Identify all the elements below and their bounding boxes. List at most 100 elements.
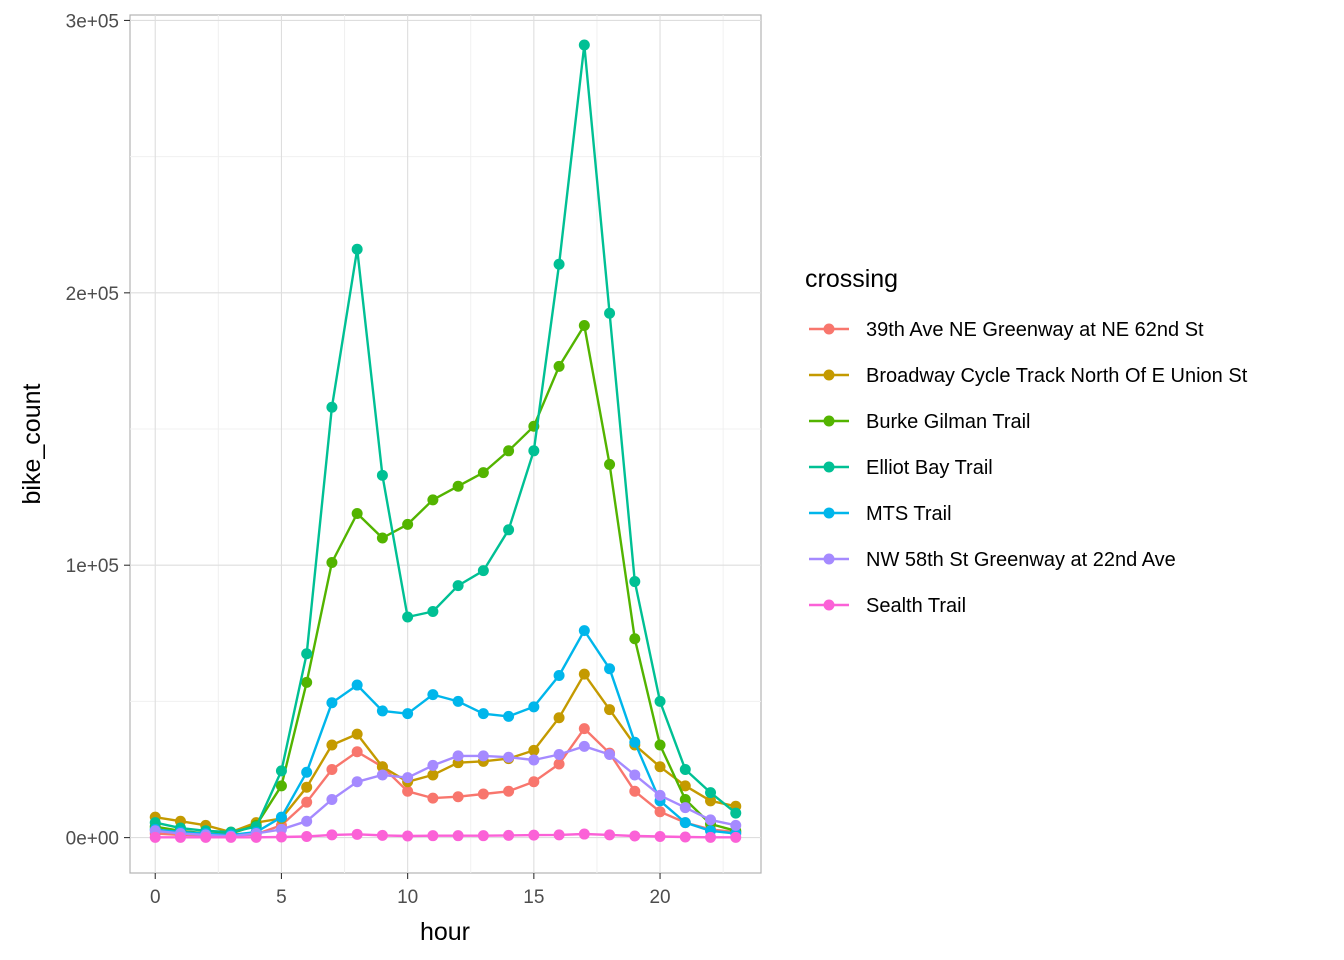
- data-point: [275, 765, 287, 777]
- data-point: [654, 806, 666, 818]
- data-point: [250, 831, 262, 843]
- y-tick-label: 3e+05: [66, 11, 119, 32]
- data-point: [503, 785, 515, 797]
- data-point: [477, 788, 489, 800]
- data-point: [604, 307, 616, 319]
- data-point: [629, 633, 641, 645]
- data-point: [553, 360, 565, 372]
- data-point: [477, 565, 489, 577]
- data-point: [578, 625, 590, 637]
- data-point: [351, 728, 363, 740]
- data-point: [200, 831, 212, 843]
- data-point: [528, 776, 540, 788]
- data-point: [578, 668, 590, 680]
- data-point: [503, 445, 515, 457]
- data-point: [477, 750, 489, 762]
- data-point: [553, 712, 565, 724]
- legend-item: Elliot Bay Trail: [809, 457, 993, 479]
- data-point: [604, 704, 616, 716]
- data-point: [351, 746, 363, 758]
- legend-label: Elliot Bay Trail: [866, 457, 993, 479]
- legend-item: 39th Ave NE Greenway at NE 62nd St: [809, 319, 1204, 341]
- data-point: [351, 243, 363, 255]
- data-point: [528, 744, 540, 756]
- data-point: [326, 829, 338, 841]
- data-point: [629, 769, 641, 781]
- data-point: [705, 814, 717, 826]
- y-tick-label: 1e+05: [66, 556, 119, 577]
- data-point: [225, 831, 237, 843]
- legend-label: 39th Ave NE Greenway at NE 62nd St: [866, 319, 1204, 341]
- data-point: [376, 705, 388, 717]
- data-point: [629, 830, 641, 842]
- data-point: [301, 676, 313, 688]
- legend-item: Burke Gilman Trail: [809, 411, 1031, 433]
- data-point: [654, 789, 666, 801]
- data-point: [528, 445, 540, 457]
- data-point: [427, 830, 439, 842]
- data-point: [452, 480, 464, 492]
- data-point: [503, 524, 515, 536]
- series-6: [149, 828, 742, 843]
- data-point: [402, 830, 414, 842]
- legend: crossing 39th Ave NE Greenway at NE 62nd…: [805, 265, 1248, 617]
- axis-ticks: [124, 19, 661, 879]
- data-point: [427, 494, 439, 506]
- data-point: [528, 829, 540, 841]
- legend-items: 39th Ave NE Greenway at NE 62nd St Broadw…: [809, 319, 1248, 617]
- data-point: [730, 807, 742, 819]
- data-point: [301, 815, 313, 827]
- data-point: [578, 723, 590, 735]
- data-point: [705, 831, 717, 843]
- data-point: [301, 831, 313, 843]
- data-point: [679, 793, 691, 805]
- data-point: [402, 708, 414, 720]
- data-point: [477, 467, 489, 479]
- data-point: [301, 766, 313, 778]
- legend-key-point: [823, 323, 835, 335]
- data-point: [376, 829, 388, 841]
- data-point: [578, 39, 590, 51]
- data-point: [452, 791, 464, 803]
- legend-key-point: [823, 507, 835, 519]
- data-point: [679, 831, 691, 843]
- data-point: [427, 792, 439, 804]
- data-point: [629, 785, 641, 797]
- data-point: [402, 611, 414, 623]
- data-point: [578, 740, 590, 752]
- legend-title: crossing: [805, 265, 898, 293]
- data-point: [326, 793, 338, 805]
- data-point: [427, 769, 439, 781]
- data-point: [351, 507, 363, 519]
- data-point: [477, 708, 489, 720]
- data-point: [604, 663, 616, 675]
- data-point: [301, 781, 313, 793]
- data-point: [553, 670, 565, 682]
- x-tick-label: 20: [649, 887, 670, 908]
- data-point: [351, 679, 363, 691]
- data-point: [376, 469, 388, 481]
- data-point: [326, 739, 338, 751]
- data-point: [730, 831, 742, 843]
- data-point: [326, 763, 338, 775]
- data-point: [604, 749, 616, 761]
- legend-label: NW 58th St Greenway at 22nd Ave: [866, 549, 1176, 571]
- data-point: [376, 532, 388, 544]
- data-point: [553, 758, 565, 770]
- data-point: [629, 576, 641, 588]
- data-point: [351, 776, 363, 788]
- data-point: [326, 697, 338, 709]
- data-point: [427, 689, 439, 701]
- data-point: [578, 320, 590, 332]
- data-point: [275, 823, 287, 835]
- data-point: [604, 829, 616, 841]
- data-point: [326, 401, 338, 413]
- data-point: [629, 736, 641, 748]
- data-point: [654, 761, 666, 773]
- legend-key-point: [823, 461, 835, 473]
- y-axis-title: bike_count: [18, 383, 46, 504]
- data-point: [578, 828, 590, 840]
- data-point: [730, 819, 742, 831]
- data-point: [452, 830, 464, 842]
- x-axis-title: hour: [420, 918, 470, 946]
